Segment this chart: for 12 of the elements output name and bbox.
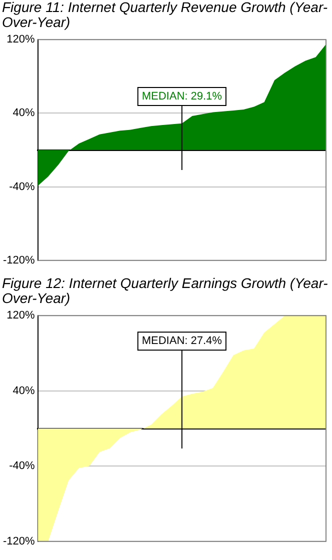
chart-title: Figure 11: Internet Quarterly Revenue Growth (Year-Over-Year)	[1, 0, 329, 30]
annotation: MEDIAN: 29.1%	[142, 90, 222, 102]
y-tick-label: -40%	[9, 180, 36, 193]
y-tick-label: 40%	[12, 107, 35, 120]
y-tick-label: 120%	[6, 34, 36, 46]
y-tick-label: 120%	[6, 310, 36, 322]
y-tick-label: -120%	[3, 254, 36, 266]
chart-title: Figure 12: Internet Quarterly Earnings Growth (Year-Over-Year)	[1, 275, 329, 306]
annotation: MEDIAN: 27.4%	[142, 335, 222, 348]
y-tick-label: -40%	[9, 460, 36, 472]
y-tick-label: -120%	[3, 535, 36, 548]
y-tick-label: 40%	[12, 384, 35, 397]
